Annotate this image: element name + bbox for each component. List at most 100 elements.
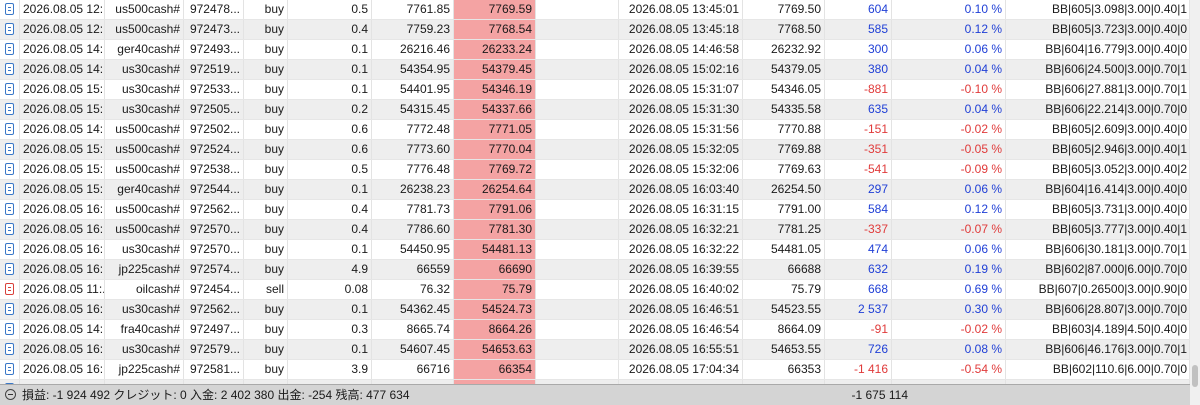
profit-cell: 635 <box>825 100 892 119</box>
table-row[interactable]: 2026.08.05 16:... us500cash# 972570... buy 0… <box>0 220 1190 240</box>
buy-order-icon <box>5 63 14 75</box>
stop-loss-cell: 75.79 <box>454 280 536 299</box>
ticket-cell: 972524... <box>184 140 244 159</box>
symbol-cell: fra40cash# <box>105 320 184 339</box>
symbol-cell: us30cash# <box>105 60 184 79</box>
table-row[interactable]: 2026.08.05 14:... fra40cash# 972497... buy 0… <box>0 320 1190 340</box>
table-row[interactable]: 2026.08.05 15:... us500cash# 972524... buy 0… <box>0 140 1190 160</box>
stop-loss-cell: 7791.06 <box>454 200 536 219</box>
comment-cell: BB|603|4.189|4.50|0.40|0 <box>1006 320 1190 339</box>
table-row[interactable]: 2026.08.05 16:... us30cash# 972579... buy 0.… <box>0 340 1190 360</box>
comment-cell: BB|605|3.777|3.00|0.40|1 <box>1006 220 1190 239</box>
table-row[interactable]: 2026.08.05 14:... us500cash# 972502... buy 0… <box>0 120 1190 140</box>
symbol-cell: us30cash# <box>105 340 184 359</box>
open-price-cell: 26238.23 <box>372 180 454 199</box>
close-time-cell: 2026.08.05 14:46:58 <box>619 40 743 59</box>
buy-order-icon <box>5 3 14 15</box>
open-price-cell: 8665.74 <box>372 320 454 339</box>
vertical-scrollbar[interactable] <box>1190 0 1200 405</box>
buy-order-icon <box>5 243 14 255</box>
profit-percent-cell: 0.12 % <box>892 20 1006 39</box>
symbol-cell: us500cash# <box>105 200 184 219</box>
table-row[interactable]: 2026.08.05 12:... us500cash# 972473... buy 0… <box>0 20 1190 40</box>
comment-cell: BB|606|30.181|3.00|0.70|1 <box>1006 240 1190 259</box>
row-icon-cell <box>0 240 20 259</box>
stop-loss-cell: 26254.64 <box>454 180 536 199</box>
table-row[interactable]: 2026.08.05 11:... oilcash# 972454... sell 0.… <box>0 280 1190 300</box>
buy-order-icon <box>5 223 14 235</box>
profit-cell: 297 <box>825 180 892 199</box>
table-row[interactable]: 2026.08.05 16:... us30cash# 972562... buy 0.… <box>0 300 1190 320</box>
ticket-cell: 972493... <box>184 40 244 59</box>
take-profit-cell <box>536 320 619 339</box>
table-row[interactable]: 2026.08.05 16:... jp225cash# 972581... buy 3… <box>0 360 1190 380</box>
volume-cell: 0.08 <box>288 280 372 299</box>
table-row[interactable]: 2026.08.05 15:... us30cash# 972505... buy 0.… <box>0 100 1190 120</box>
close-price-cell: 7791.00 <box>743 200 825 219</box>
table-row[interactable]: 2026.08.05 16:... jp225cash# 972574... buy 4… <box>0 260 1190 280</box>
buy-order-icon <box>5 103 14 115</box>
comment-cell: BB|605|3.052|3.00|0.40|2 <box>1006 160 1190 179</box>
total-profit: -1 675 114 <box>851 388 909 402</box>
volume-cell: 0.4 <box>288 220 372 239</box>
ticket-cell: 972502... <box>184 120 244 139</box>
profit-percent-cell: 0.06 % <box>892 240 1006 259</box>
profit-percent-cell: -0.54 % <box>892 360 1006 379</box>
close-price-cell: 7769.88 <box>743 140 825 159</box>
take-profit-cell <box>536 360 619 379</box>
table-row[interactable]: 2026.08.05 12:... us500cash# 972478... buy 0… <box>0 0 1190 20</box>
volume-cell: 0.1 <box>288 40 372 59</box>
take-profit-cell <box>536 220 619 239</box>
close-time-cell: 2026.08.05 16:46:51 <box>619 300 743 319</box>
open-price-cell: 76.32 <box>372 280 454 299</box>
ticket-cell: 972562... <box>184 200 244 219</box>
row-icon-cell <box>0 180 20 199</box>
stop-loss-cell: 7770.04 <box>454 140 536 159</box>
volume-cell: 3.9 <box>288 360 372 379</box>
volume-cell: 0.5 <box>288 160 372 179</box>
table-row[interactable]: 2026.08.05 15:... us30cash# 972533... buy 0.… <box>0 80 1190 100</box>
take-profit-cell <box>536 20 619 39</box>
comment-cell: BB|606|28.807|3.00|0.70|0 <box>1006 300 1190 319</box>
stop-loss-cell: 7771.05 <box>454 120 536 139</box>
scrollbar-thumb[interactable] <box>1192 365 1198 387</box>
open-price-cell: 66716 <box>372 360 454 379</box>
collapse-minus-icon[interactable] <box>5 389 16 400</box>
table-row[interactable]: 2026.08.05 15:... ger40cash# 972544... buy 0… <box>0 180 1190 200</box>
profit-cell: -151 <box>825 120 892 139</box>
row-icon-cell <box>0 20 20 39</box>
open-price-cell: 66559 <box>372 260 454 279</box>
open-time-cell: 2026.08.05 16:... <box>20 260 105 279</box>
open-price-cell: 54450.95 <box>372 240 454 259</box>
ticket-cell: 972574... <box>184 260 244 279</box>
comment-cell: BB|605|2.609|3.00|0.40|0 <box>1006 120 1190 139</box>
profit-cell: -91 <box>825 320 892 339</box>
close-time-cell: 2026.08.05 16:03:40 <box>619 180 743 199</box>
order-type-cell: buy <box>244 240 288 259</box>
ticket-cell: 972538... <box>184 160 244 179</box>
profit-cell: -881 <box>825 80 892 99</box>
close-time-cell: 2026.08.05 16:32:22 <box>619 240 743 259</box>
take-profit-cell <box>536 60 619 79</box>
ticket-cell: 972473... <box>184 20 244 39</box>
take-profit-cell <box>536 140 619 159</box>
open-price-cell: 54401.95 <box>372 80 454 99</box>
table-row[interactable]: 2026.08.05 16:... us500cash# 972562... buy 0… <box>0 200 1190 220</box>
close-price-cell: 54379.05 <box>743 60 825 79</box>
profit-percent-cell: 0.04 % <box>892 60 1006 79</box>
symbol-cell: oilcash# <box>105 280 184 299</box>
comment-cell: BB|602|87.000|6.00|0.70|0 <box>1006 260 1190 279</box>
table-row[interactable]: 2026.08.05 15:... us500cash# 972538... buy 0… <box>0 160 1190 180</box>
close-time-cell: 2026.08.05 16:39:55 <box>619 260 743 279</box>
symbol-cell: us500cash# <box>105 220 184 239</box>
open-price-cell: 7781.73 <box>372 200 454 219</box>
close-time-cell: 2026.08.05 16:40:02 <box>619 280 743 299</box>
close-time-cell: 2026.08.05 17:04:34 <box>619 360 743 379</box>
volume-cell: 0.6 <box>288 140 372 159</box>
take-profit-cell <box>536 200 619 219</box>
table-row[interactable]: 2026.08.05 14:... us30cash# 972519... buy 0.… <box>0 60 1190 80</box>
stop-loss-cell: 54346.19 <box>454 80 536 99</box>
table-row[interactable]: 2026.08.05 14:... ger40cash# 972493... buy 0… <box>0 40 1190 60</box>
buy-order-icon <box>5 183 14 195</box>
table-row[interactable]: 2026.08.05 16:... us30cash# 972570... buy 0.… <box>0 240 1190 260</box>
